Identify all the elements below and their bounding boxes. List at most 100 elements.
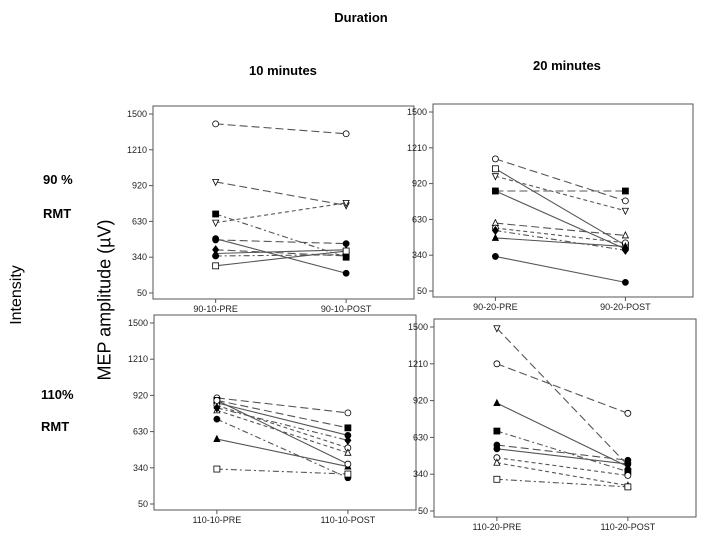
x-tick-label: 110-20-PRE	[472, 522, 521, 532]
series-line	[216, 407, 349, 441]
data-point	[213, 396, 221, 404]
y-tick-label: 920	[132, 181, 147, 191]
data-point	[344, 424, 352, 432]
data-point	[491, 165, 499, 173]
x-tick-label: 110-10-PRE	[192, 515, 241, 525]
data-point	[491, 233, 500, 241]
data-point	[491, 155, 499, 163]
series-line	[216, 438, 348, 468]
data-point	[213, 465, 221, 473]
data-point	[493, 475, 501, 483]
series-line	[216, 399, 349, 465]
data-point	[493, 360, 501, 368]
data-point	[491, 253, 499, 260]
series-line	[496, 478, 628, 488]
data-point	[213, 403, 221, 413]
series-line	[215, 181, 347, 206]
series-line	[215, 250, 347, 267]
data-point	[622, 278, 629, 286]
data-point	[621, 207, 630, 216]
series-line	[216, 468, 348, 475]
y-tick-label: 920	[412, 179, 427, 189]
y-tick-label: 50	[138, 499, 148, 509]
plot-frame	[153, 314, 417, 511]
data-point	[493, 398, 501, 407]
y-tick-label: 630	[412, 214, 427, 224]
x-tick-label: 90-20-PRE	[473, 302, 518, 312]
data-point	[211, 219, 220, 228]
series-line	[495, 190, 626, 250]
row-title-90-percent: 90 %	[43, 172, 73, 187]
data-point	[212, 235, 220, 243]
main-title: Duration	[334, 10, 388, 25]
data-point	[344, 470, 352, 478]
chart-panel-90-10: 50 340 630 920 1210 1500 90-10-PRE 90-10-POST	[127, 105, 415, 314]
series-line	[495, 158, 626, 202]
plot-frame	[152, 105, 415, 300]
plot-frame	[433, 318, 697, 518]
series-line	[496, 457, 628, 477]
series-line	[496, 444, 628, 461]
data-point	[344, 435, 352, 446]
series-line	[215, 123, 347, 135]
data-point	[624, 460, 632, 468]
column-title-20-minutes: 20 minutes	[533, 58, 601, 73]
series-line	[496, 402, 629, 468]
data-point	[624, 409, 632, 417]
chart-panel-110-20: 50 340 630 920 1210 1500 110-20-PRE 110-20-POST	[408, 318, 697, 532]
data-point	[491, 187, 499, 195]
row-title-110-rmt: RMT	[41, 419, 70, 434]
data-point	[344, 448, 352, 456]
chart-panel-90-20: 50 340 630 920 1210 1500 90-20-PRE 90-20-POST	[407, 103, 694, 312]
data-point	[621, 231, 630, 239]
y-tick-label: 50	[137, 288, 147, 298]
data-point	[342, 269, 350, 277]
data-point	[213, 415, 221, 423]
data-point	[342, 130, 350, 138]
data-point	[344, 409, 352, 417]
y-tick-label: 1500	[127, 109, 147, 119]
y-tick-label: 630	[413, 432, 428, 442]
y-tick-label: 50	[417, 286, 427, 296]
x-tick-label: 90-10-POST	[321, 304, 372, 314]
column-title-10-minutes: 10 minutes	[249, 63, 317, 78]
x-tick-label: 90-10-PRE	[193, 304, 238, 314]
y-tick-label: 340	[132, 252, 147, 262]
series-line	[495, 255, 626, 283]
y-tick-label: 340	[413, 469, 428, 479]
series-line	[215, 249, 347, 255]
series-line	[215, 238, 347, 274]
x-tick-label: 90-20-POST	[600, 302, 651, 312]
series-line	[215, 239, 347, 245]
series-line	[495, 227, 626, 244]
y-tick-label: 920	[413, 396, 428, 406]
series-line	[495, 229, 626, 251]
series-line	[496, 363, 629, 414]
y-tick-label: 50	[418, 506, 428, 516]
series-line	[216, 402, 349, 436]
y-tick-label: 1210	[128, 354, 148, 364]
y-tick-label: 1210	[408, 359, 428, 369]
x-tick-label: 110-10-POST	[320, 515, 375, 525]
data-point	[342, 199, 350, 208]
series-line	[216, 404, 349, 449]
series-line	[495, 222, 626, 236]
series-line	[216, 397, 348, 414]
data-point	[624, 483, 632, 491]
data-point	[211, 178, 220, 187]
data-point	[212, 252, 220, 260]
data-point	[493, 325, 501, 333]
y-tick-label: 1500	[408, 322, 428, 332]
data-point	[493, 427, 501, 435]
data-point	[342, 247, 350, 255]
series-line	[215, 254, 347, 257]
data-point	[213, 434, 221, 442]
y-tick-label: 630	[133, 427, 148, 437]
series-line	[216, 418, 349, 479]
data-point	[212, 120, 220, 128]
data-point	[622, 187, 629, 195]
y-tick-label: 340	[412, 250, 427, 260]
y-tick-label: 1210	[407, 143, 427, 153]
data-point	[491, 173, 500, 181]
